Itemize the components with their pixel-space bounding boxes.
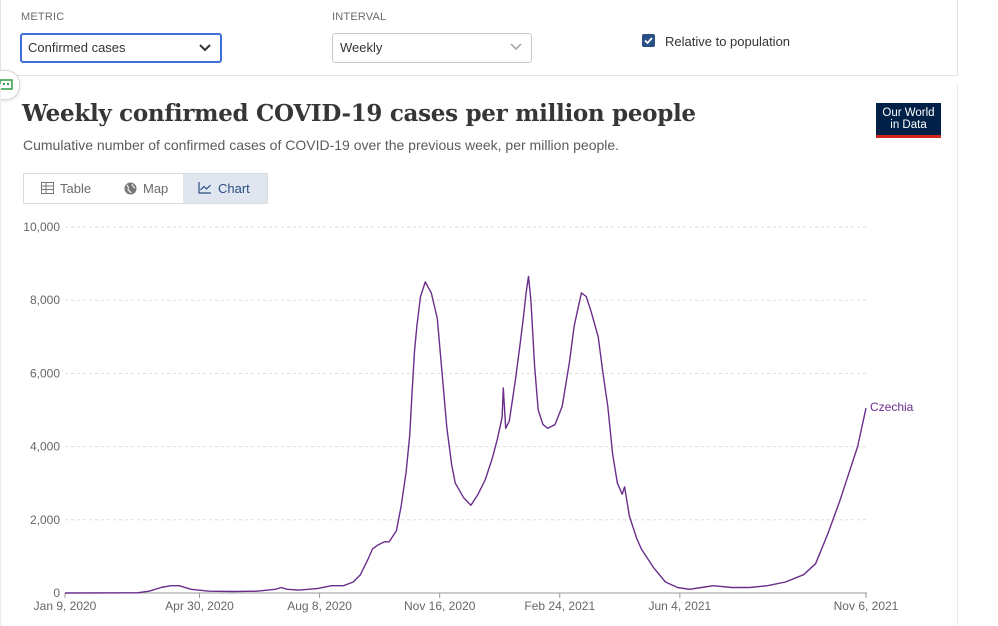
chart-title: Weekly confirmed COVID-19 cases per mill… bbox=[22, 100, 696, 127]
owid-logo[interactable]: Our World in Data bbox=[876, 103, 941, 138]
chart-subtitle: Cumulative number of confirmed cases of … bbox=[23, 137, 620, 153]
panel-icon bbox=[0, 79, 13, 90]
checkmark-icon bbox=[644, 37, 653, 45]
y-tick-label: 2,000 bbox=[30, 513, 60, 527]
y-tick-label: 10,000 bbox=[23, 220, 60, 234]
interval-label: INTERVAL bbox=[332, 11, 387, 23]
chevron-down-icon bbox=[510, 43, 522, 51]
globe-icon bbox=[124, 182, 137, 195]
y-tick-label: 0 bbox=[53, 586, 60, 600]
metric-select[interactable]: Confirmed cases bbox=[20, 33, 222, 63]
x-tick-label: Jan 9, 2020 bbox=[34, 599, 97, 613]
interval-select-value: Weekly bbox=[340, 40, 383, 55]
line-chart-icon bbox=[198, 182, 211, 194]
series-label-czechia: Czechia bbox=[870, 400, 914, 414]
line-chart: 0 2,000 4,000 6,000 8,000 10,000 Jan 9, 2020 Ap… bbox=[23, 220, 914, 613]
x-tick-label: Apr 30, 2020 bbox=[165, 599, 234, 613]
tab-chart[interactable]: Chart bbox=[183, 174, 267, 203]
y-tick-label: 8,000 bbox=[30, 293, 60, 307]
tab-chart-label: Chart bbox=[218, 181, 250, 196]
owid-logo-line1: Our World bbox=[882, 107, 935, 119]
view-tabs: Table Map Chart bbox=[23, 173, 268, 204]
tab-map-label: Map bbox=[143, 181, 169, 196]
x-tick-label: Nov 6, 2021 bbox=[834, 599, 899, 613]
x-tick-label: Jun 4, 2021 bbox=[649, 599, 712, 613]
relative-to-population-label[interactable]: Relative to population bbox=[665, 34, 791, 49]
controls-bar: METRIC Confirmed cases INTERVAL Weekly R… bbox=[0, 0, 958, 76]
x-tick-label: Feb 24, 2021 bbox=[524, 599, 595, 613]
tab-map[interactable]: Map bbox=[104, 174, 183, 203]
chart-card bbox=[0, 84, 958, 626]
y-tick-label: 4,000 bbox=[30, 440, 60, 454]
metric-select-value: Confirmed cases bbox=[28, 40, 126, 55]
tab-table[interactable]: Table bbox=[24, 174, 104, 203]
tab-table-label: Table bbox=[60, 181, 92, 196]
x-tick-label: Aug 8, 2020 bbox=[287, 599, 352, 613]
metric-label: METRIC bbox=[21, 11, 65, 23]
interval-select[interactable]: Weekly bbox=[332, 33, 532, 63]
relative-to-population-checkbox[interactable] bbox=[642, 34, 655, 47]
table-icon bbox=[41, 182, 54, 194]
x-tick-label: Nov 16, 2020 bbox=[404, 599, 476, 613]
owid-logo-line2: in Data bbox=[890, 119, 927, 131]
y-tick-label: 6,000 bbox=[30, 366, 60, 380]
chevron-down-icon bbox=[199, 44, 211, 52]
series-line-czechia bbox=[64, 275, 867, 594]
